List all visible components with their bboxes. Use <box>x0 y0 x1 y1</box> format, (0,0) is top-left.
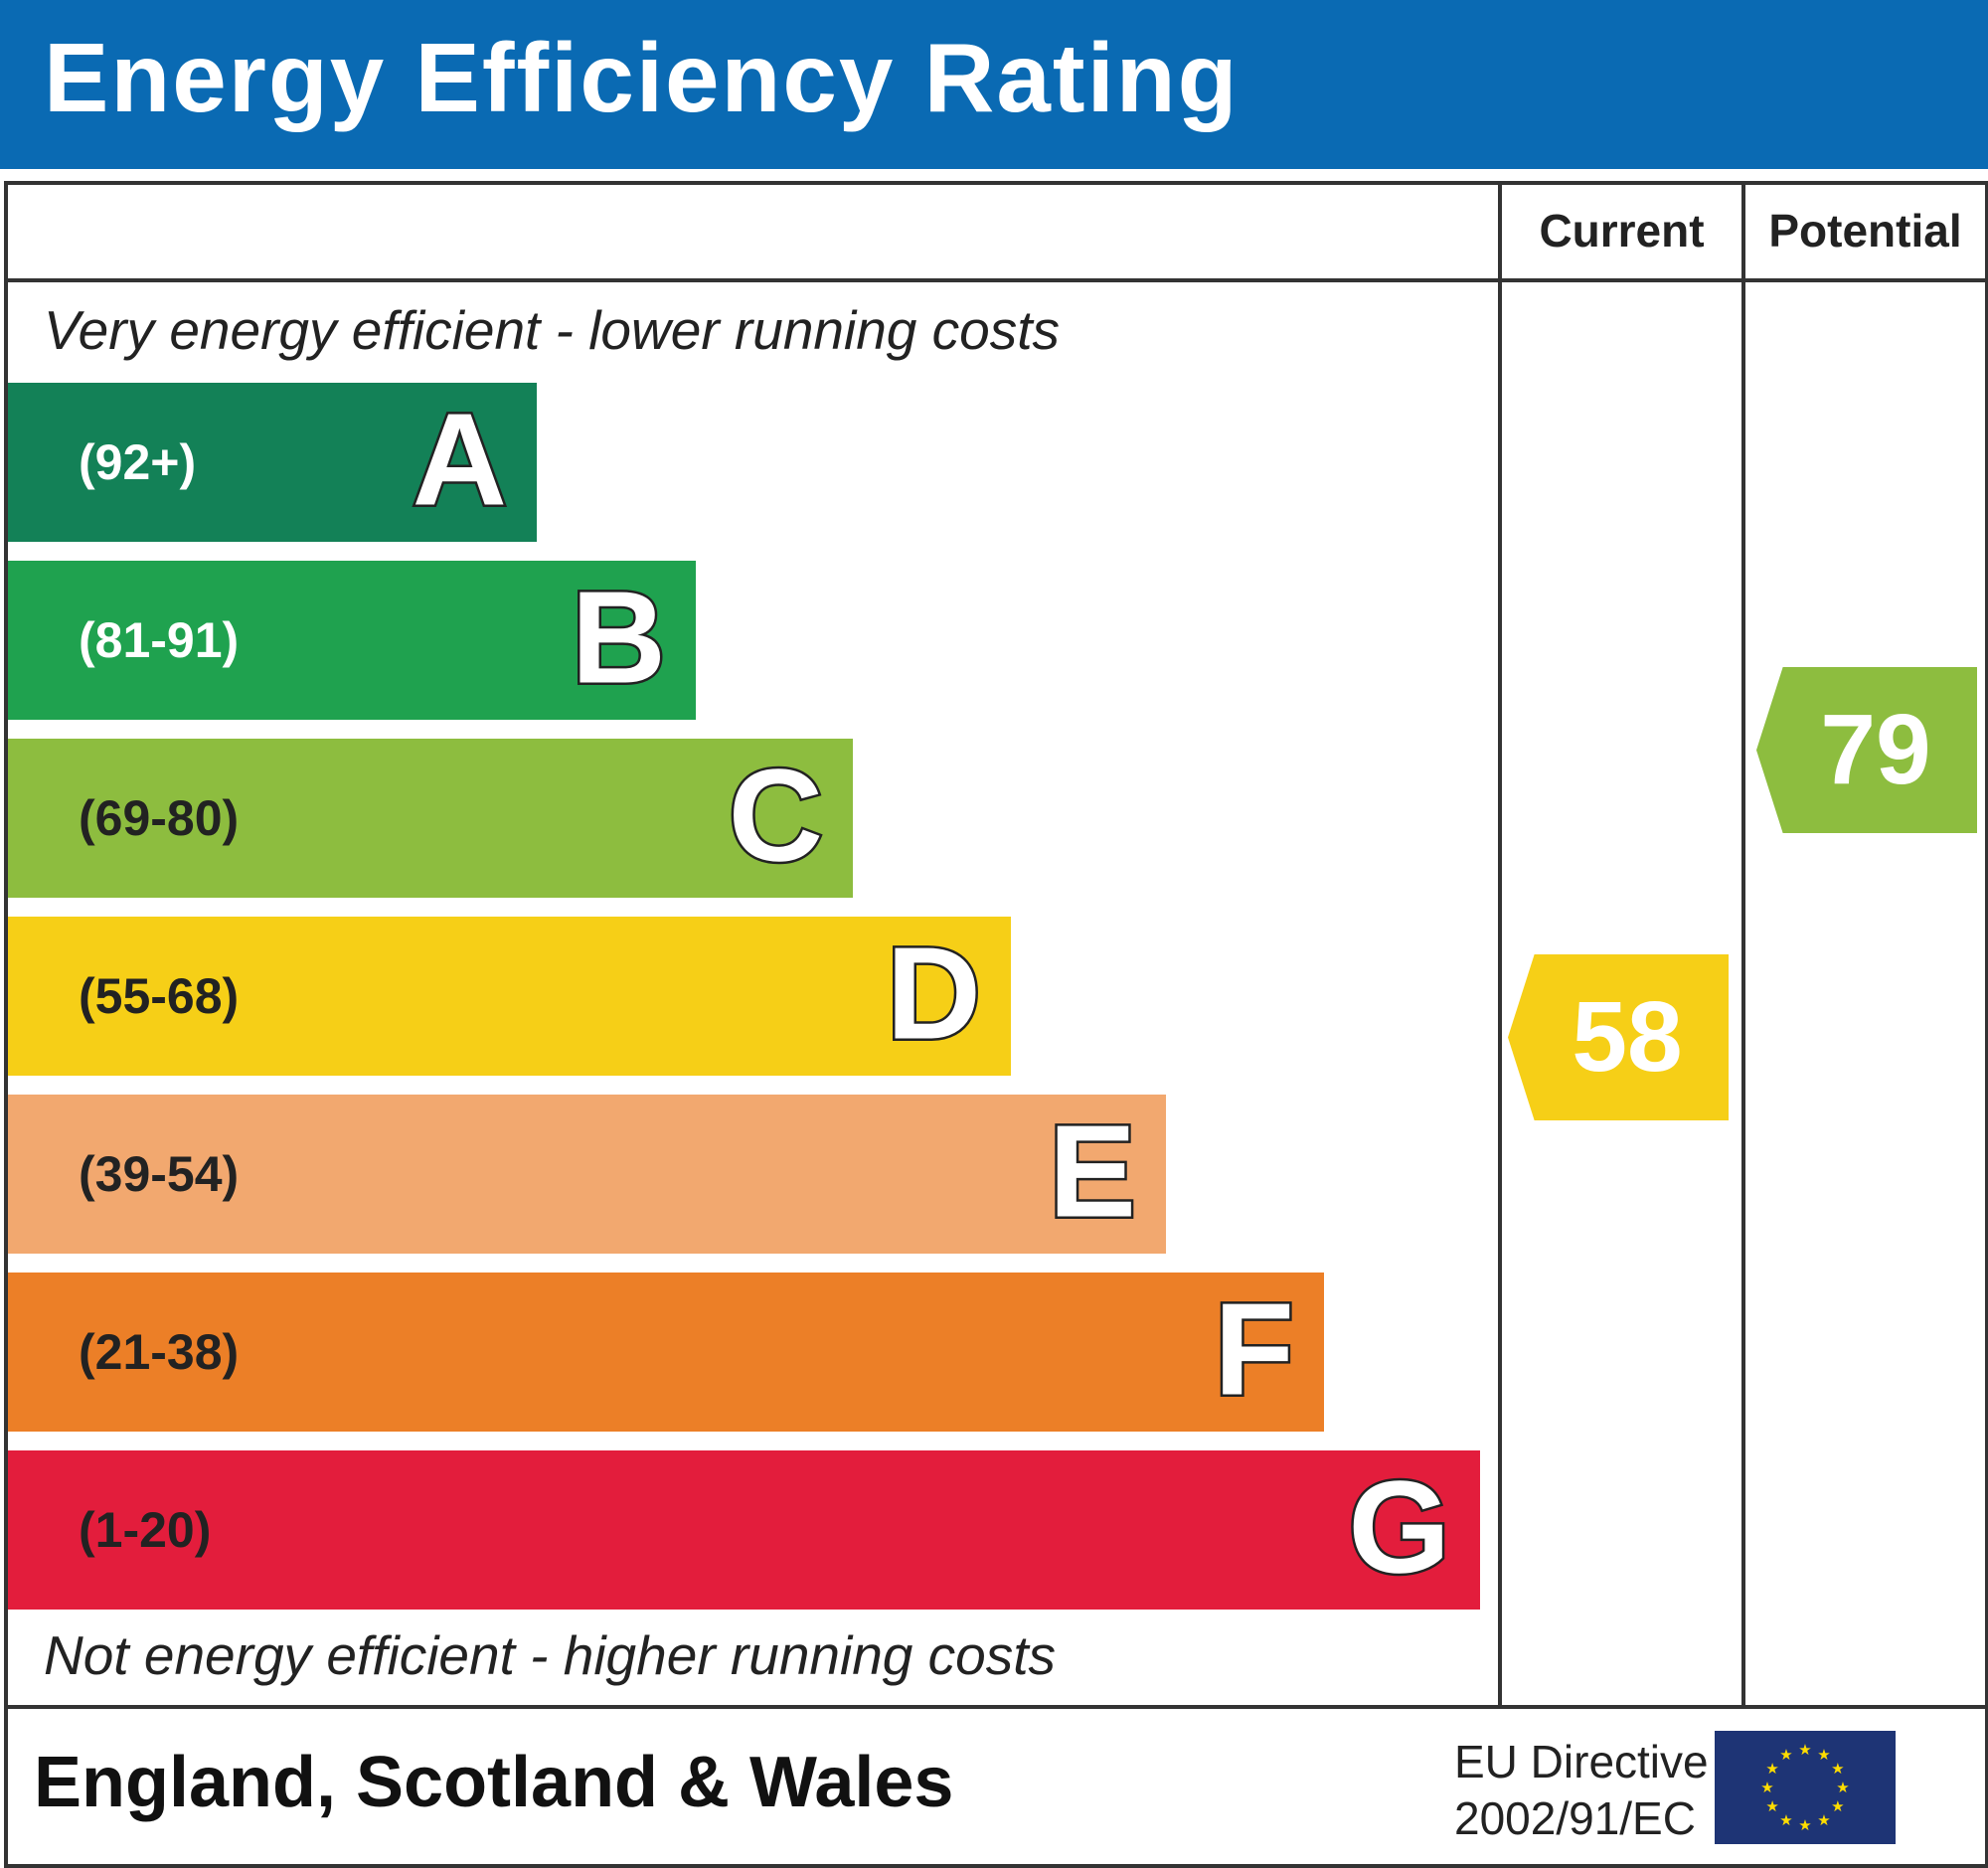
star-icon: ★ <box>1798 1817 1811 1834</box>
rating-letter: A <box>410 384 509 535</box>
potential-rating-arrow: 79 <box>1756 667 1977 834</box>
current-rating-arrow: 58 <box>1508 954 1729 1120</box>
star-icon: ★ <box>1798 1742 1811 1759</box>
rating-bar-a: (92+) A <box>8 383 537 542</box>
current-rating-value: 58 <box>1572 981 1683 1093</box>
rating-letter: B <box>569 562 668 713</box>
rating-bar-f: (21-38) F <box>8 1273 1324 1432</box>
top-note: Very energy efficient - lower running co… <box>44 299 1061 361</box>
rating-bar-b: (81-91) B <box>8 561 696 720</box>
eu-flag-icon: ★ ★★★★★★★★★★★ <box>1715 1731 1896 1844</box>
rating-letter: G <box>1346 1451 1453 1603</box>
star-icon: ★ <box>1836 1780 1849 1796</box>
star-icon: ★ <box>1831 1798 1844 1815</box>
eu-directive-number: 2002/91/EC <box>1454 1792 1696 1844</box>
rating-range: (92+) <box>79 434 197 490</box>
rating-frame <box>4 181 1988 1868</box>
rating-range: (81-91) <box>79 612 240 668</box>
divider <box>1498 181 1502 1707</box>
page-title: Energy Efficiency Rating <box>44 23 1240 132</box>
rating-range: (21-38) <box>79 1324 240 1380</box>
rating-range: (39-54) <box>79 1146 240 1202</box>
eu-directive-label: EU Directive <box>1454 1736 1709 1787</box>
rating-range: (55-68) <box>79 968 240 1024</box>
rating-bar-e: (39-54) E <box>8 1095 1166 1254</box>
star-icon: ★ <box>1779 1812 1792 1829</box>
divider <box>4 278 1985 282</box>
star-icon: ★ <box>1760 1780 1773 1796</box>
potential-rating-value: 79 <box>1820 694 1931 806</box>
rating-range: (1-20) <box>79 1502 212 1558</box>
divider <box>1741 181 1745 1707</box>
divider <box>4 1705 1985 1709</box>
header-bar: Energy Efficiency Rating <box>0 0 1988 169</box>
star-icon: ★ <box>1817 1747 1830 1764</box>
star-icon: ★ <box>1765 1761 1778 1778</box>
star-icon: ★ <box>1817 1812 1830 1829</box>
rating-bar-c: (69-80) C <box>8 739 853 898</box>
column-header-potential: Potential <box>1768 205 1962 256</box>
star-icon: ★ <box>1779 1747 1792 1764</box>
rating-letter: C <box>726 740 825 891</box>
rating-bar-g: (1-20) G <box>8 1450 1480 1610</box>
column-header-current: Current <box>1539 205 1705 256</box>
star-icon: ★ <box>1831 1761 1844 1778</box>
rating-letter: F <box>1212 1274 1297 1425</box>
rating-range: (69-80) <box>79 790 240 846</box>
rating-letter: D <box>884 918 983 1069</box>
region-label: England, Scotland & Wales <box>34 1743 954 1822</box>
rating-bar-d: (55-68) D <box>8 917 1011 1076</box>
star-icon: ★ <box>1765 1798 1778 1815</box>
rating-letter: E <box>1046 1096 1138 1247</box>
bottom-note: Not energy efficient - higher running co… <box>44 1624 1057 1686</box>
